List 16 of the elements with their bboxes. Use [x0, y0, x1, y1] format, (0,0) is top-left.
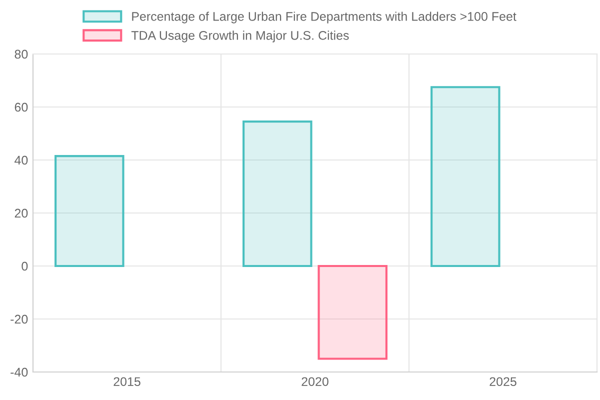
- x-tick-label: 2020: [302, 377, 328, 386]
- y-tick-label: 0: [22, 262, 28, 271]
- y-tick-label: 40: [14, 156, 28, 165]
- y-tick-label: 20: [14, 208, 28, 218]
- legend-label: TDA Usage Growth in Major U.S. Cities: [131, 30, 349, 42]
- y-tick-label: -20: [10, 314, 28, 324]
- bar: [54, 154, 124, 268]
- legend-label: Percentage of Large Urban Fire Departments with Ladders >100 Feet: [132, 12, 516, 24]
- bar: [242, 120, 312, 268]
- y-tick-label: 80: [14, 50, 28, 59]
- bar: [318, 264, 388, 360]
- y-tick-label: -40: [10, 368, 28, 377]
- x-tick-label: 2025: [490, 377, 516, 386]
- y-tick-label: 60: [14, 102, 28, 112]
- x-tick-label: 2015: [114, 377, 140, 386]
- bar: [430, 86, 500, 268]
